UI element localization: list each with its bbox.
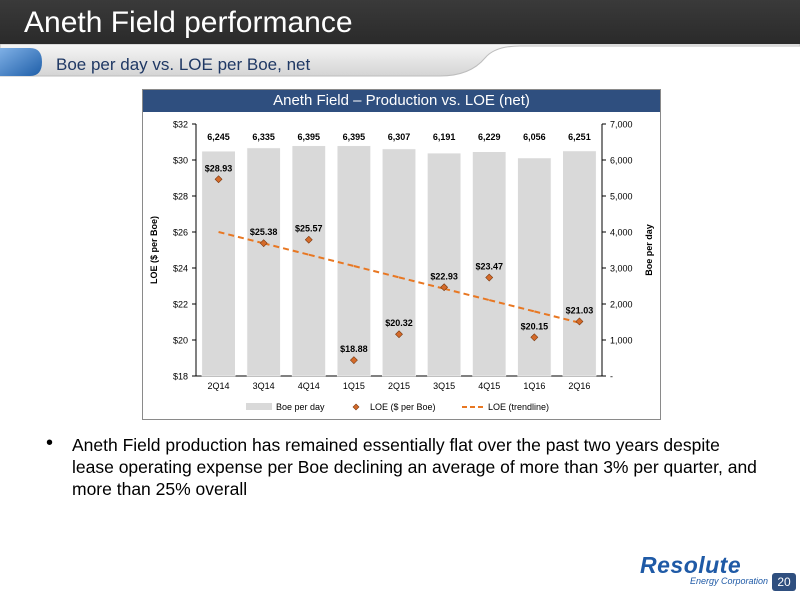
trendline-segment [534,310,580,324]
y-tick-label-right: - [610,372,613,382]
y-axis-title-left: LOE ($ per Boe) [149,216,159,284]
loe-value-label: $18.88 [340,344,368,354]
y-tick-label-left: $20 [173,336,188,346]
y-tick-label-right: 7,000 [610,120,633,130]
trendline-segment [443,287,490,302]
loe-value-label: $28.93 [205,163,233,173]
x-tick-label: 2Q16 [568,381,590,391]
loe-marker [259,239,268,248]
company-logo: Resolute [640,552,742,578]
loe-marker [349,356,358,365]
x-tick-label: 4Q15 [478,381,500,391]
y-tick-label-right: 1,000 [610,336,633,346]
y-tick-label-right: 6,000 [610,156,633,166]
y-tick-label-left: $30 [173,156,188,166]
bar-value-label: 6,229 [478,132,501,142]
bar [291,145,326,377]
trendline-segment [308,253,355,267]
trendline-segment [398,276,445,290]
y-tick-label-left: $24 [173,264,188,274]
y-tick-label-right: 2,000 [610,300,633,310]
loe-marker [530,333,539,342]
y-axis-title-right: Boe per day [644,224,654,276]
x-tick-label: 4Q14 [298,381,320,391]
bar-value-label: 6,245 [207,132,230,142]
loe-marker [395,330,403,339]
chart-title: Aneth Field – Production vs. LOE (net) [143,90,660,112]
bar [562,150,597,377]
loe-marker [485,273,494,282]
subtitle-band [0,44,800,77]
trendline-segment [488,299,535,313]
loe-marker [575,317,584,326]
x-tick-label: 1Q16 [523,381,545,391]
slide-header: Aneth Field performance [0,0,800,44]
bar-value-label: 6,395 [343,132,366,142]
bullet-text: Aneth Field production has remained esse… [72,435,757,499]
bar-value-label: 6,056 [523,132,546,142]
trendline-segment [263,242,310,256]
x-tick-label: 2Q15 [388,381,410,391]
legend-label-trendline: LOE (trendline) [488,402,549,412]
bar [382,148,416,377]
bar [246,147,281,377]
loe-value-label: $21.03 [566,305,594,315]
bar-value-label: 6,395 [298,132,321,142]
bar-value-label: 6,191 [433,132,456,142]
trendline-segment [218,231,264,245]
trendline-segment [353,265,400,279]
y-tick-label-left: $32 [173,120,188,130]
x-tick-label: 3Q14 [253,381,275,391]
bullet-dot: • [46,432,54,454]
legend-swatch-bars [246,403,272,410]
y-tick-label-left: $18 [173,372,188,382]
loe-marker [214,175,223,184]
y-tick-label-right: 4,000 [610,228,633,238]
slide-subtitle: Boe per day vs. LOE per Boe, net [56,55,311,74]
loe-value-label: $25.38 [250,227,278,237]
x-tick-label: 2Q14 [208,381,230,391]
company-logo-subtitle: Energy Corporation [690,576,769,586]
y-tick-label-left: $26 [173,228,188,238]
loe-value-label: $25.57 [295,224,323,234]
loe-value-label: $23.47 [475,262,503,272]
x-tick-label: 1Q15 [343,381,365,391]
loe-value-label: $20.32 [385,318,413,328]
legend-label-markers: LOE ($ per Boe) [370,402,436,412]
legend-label-bars: Boe per day [276,402,325,412]
y-tick-label-right: 5,000 [610,192,633,202]
loe-marker [304,235,313,244]
legend-swatch-markers [352,403,360,411]
bar [336,145,371,377]
y-tick-label-right: 3,000 [610,264,633,274]
y-tick-label-left: $28 [173,192,188,202]
slide-title: Aneth Field performance [24,6,353,39]
x-tick-label: 3Q15 [433,381,455,391]
bar [517,157,552,377]
loe-value-label: $22.93 [430,271,458,281]
bar [472,151,507,377]
bar-value-label: 6,335 [252,132,275,142]
page-number: 20 [772,573,796,591]
bar-value-label: 6,307 [388,132,411,142]
loe-value-label: $20.15 [521,321,549,331]
bar-value-label: 6,251 [568,132,591,142]
loe-marker [440,283,449,292]
bar [201,150,236,377]
y-tick-label-left: $22 [173,300,188,310]
bar [427,152,462,377]
